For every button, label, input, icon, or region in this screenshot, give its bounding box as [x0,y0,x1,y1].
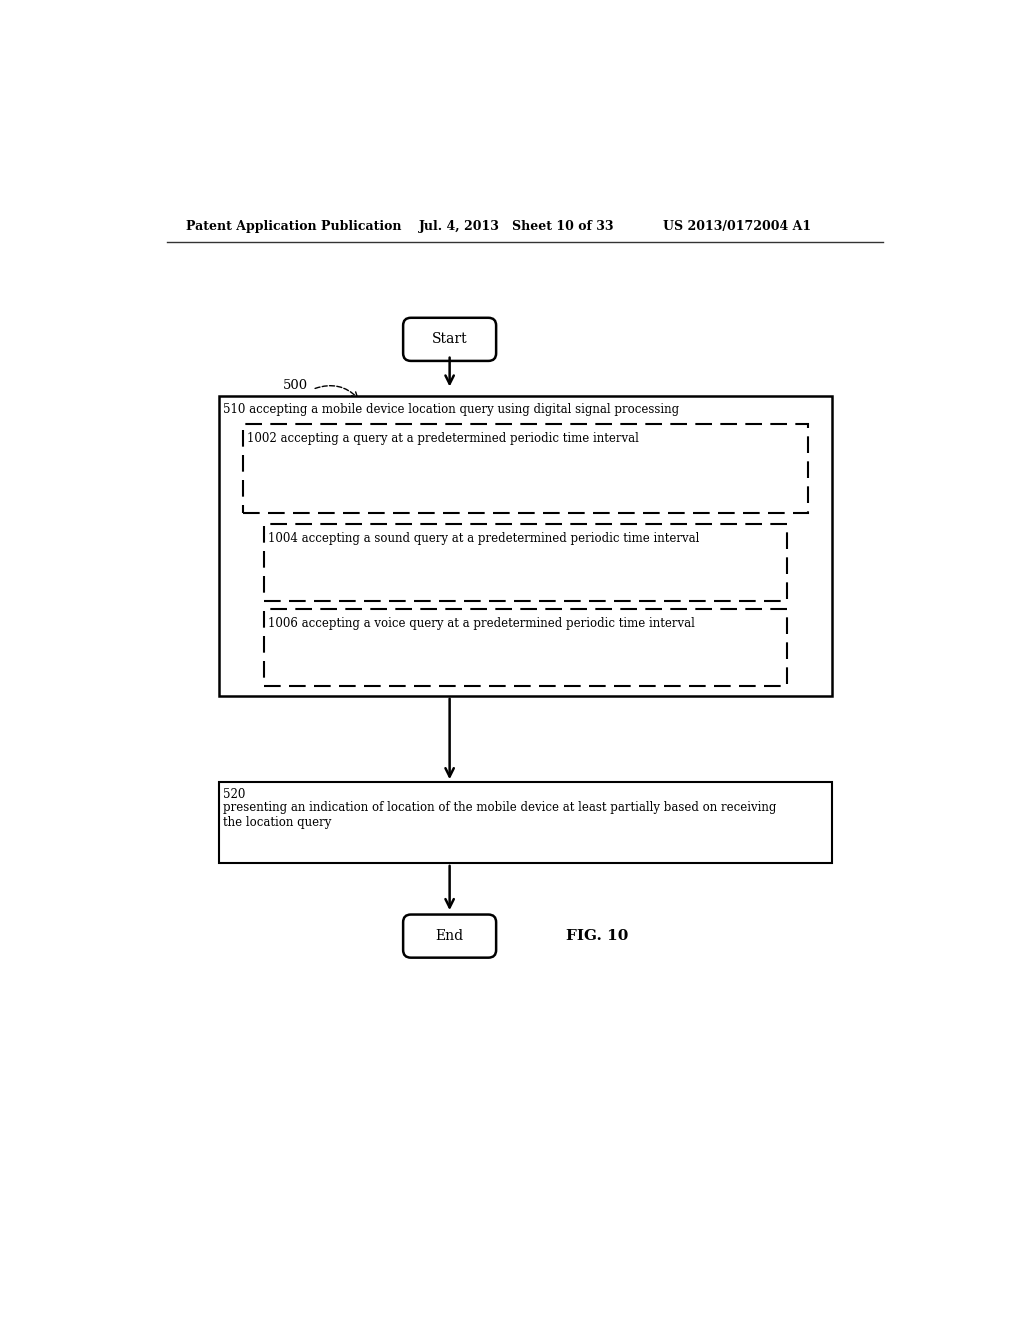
Bar [263,609,786,686]
Text: Patent Application Publication: Patent Application Publication [186,219,401,232]
Text: presenting an indication of location of the mobile device at least partially bas: presenting an indication of location of … [223,800,776,829]
Text: US 2013/0172004 A1: US 2013/0172004 A1 [663,219,811,232]
Bar [219,781,831,863]
Text: 510 accepting a mobile device location query using digital signal processing: 510 accepting a mobile device location q… [223,404,680,416]
FancyArrowPatch shape [315,385,357,397]
Text: 1004 accepting a sound query at a predetermined periodic time interval: 1004 accepting a sound query at a predet… [267,532,698,545]
Text: FIG. 10: FIG. 10 [566,929,629,942]
FancyBboxPatch shape [403,318,496,360]
Bar [243,424,809,512]
Bar [219,396,831,696]
Text: 1006 accepting a voice query at a predetermined periodic time interval: 1006 accepting a voice query at a predet… [267,616,694,630]
Text: 500: 500 [283,379,308,392]
Text: 520: 520 [223,788,246,801]
Text: End: End [435,929,464,942]
Text: Jul. 4, 2013   Sheet 10 of 33: Jul. 4, 2013 Sheet 10 of 33 [419,219,614,232]
Text: 1002 accepting a query at a predetermined periodic time interval: 1002 accepting a query at a predetermine… [247,432,638,445]
Bar [263,524,786,601]
FancyBboxPatch shape [403,915,496,958]
Text: Start: Start [432,333,467,346]
